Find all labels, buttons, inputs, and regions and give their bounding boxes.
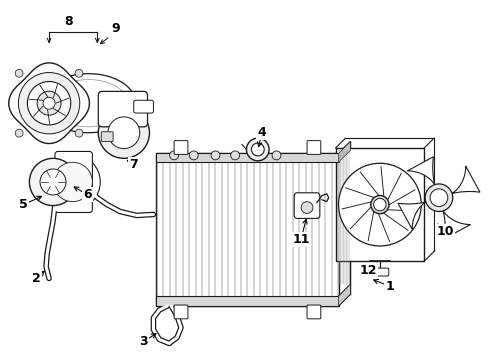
FancyBboxPatch shape (156, 296, 339, 306)
Text: 5: 5 (19, 198, 28, 211)
Circle shape (45, 154, 100, 210)
Polygon shape (9, 63, 90, 144)
Text: 6: 6 (83, 188, 92, 201)
Circle shape (311, 145, 317, 150)
FancyBboxPatch shape (98, 91, 147, 127)
FancyBboxPatch shape (156, 153, 339, 162)
Text: 10: 10 (436, 225, 454, 238)
FancyBboxPatch shape (101, 132, 113, 141)
Circle shape (170, 151, 178, 160)
Circle shape (301, 202, 313, 213)
Circle shape (53, 162, 93, 202)
Text: 9: 9 (112, 22, 121, 35)
Text: 8: 8 (64, 15, 73, 28)
Text: 1: 1 (385, 280, 394, 293)
Circle shape (37, 91, 61, 115)
Circle shape (75, 69, 83, 77)
Circle shape (374, 198, 386, 211)
Circle shape (430, 189, 448, 207)
Circle shape (75, 129, 83, 137)
Circle shape (40, 169, 66, 195)
Circle shape (371, 195, 389, 214)
Circle shape (15, 69, 23, 77)
Text: 7: 7 (129, 158, 138, 171)
FancyBboxPatch shape (371, 268, 389, 276)
Circle shape (231, 151, 240, 160)
FancyBboxPatch shape (174, 141, 188, 154)
Polygon shape (339, 284, 350, 306)
Circle shape (251, 143, 264, 156)
Circle shape (19, 72, 80, 134)
Circle shape (246, 138, 269, 161)
Text: 3: 3 (139, 335, 148, 348)
Circle shape (272, 151, 281, 160)
Text: 11: 11 (293, 233, 310, 246)
Text: 12: 12 (359, 264, 377, 277)
Polygon shape (156, 153, 339, 306)
Circle shape (178, 145, 184, 150)
Circle shape (15, 129, 23, 137)
Circle shape (29, 158, 76, 206)
Text: 2: 2 (32, 272, 41, 285)
Circle shape (425, 184, 453, 212)
FancyBboxPatch shape (134, 100, 153, 113)
Circle shape (98, 107, 149, 158)
FancyBboxPatch shape (174, 305, 188, 319)
Text: 4: 4 (257, 126, 266, 139)
Circle shape (27, 81, 71, 125)
Polygon shape (408, 157, 435, 185)
Circle shape (311, 309, 317, 315)
FancyBboxPatch shape (336, 148, 424, 261)
Circle shape (211, 151, 220, 160)
FancyBboxPatch shape (55, 152, 93, 212)
Circle shape (178, 309, 184, 315)
Circle shape (339, 163, 421, 246)
FancyBboxPatch shape (294, 193, 320, 219)
Polygon shape (398, 202, 426, 229)
Polygon shape (452, 166, 480, 193)
Circle shape (252, 151, 261, 160)
Circle shape (43, 97, 55, 109)
Polygon shape (443, 211, 470, 239)
FancyBboxPatch shape (307, 305, 321, 319)
Polygon shape (339, 141, 350, 162)
FancyBboxPatch shape (307, 141, 321, 154)
Circle shape (108, 117, 140, 149)
Circle shape (189, 151, 198, 160)
